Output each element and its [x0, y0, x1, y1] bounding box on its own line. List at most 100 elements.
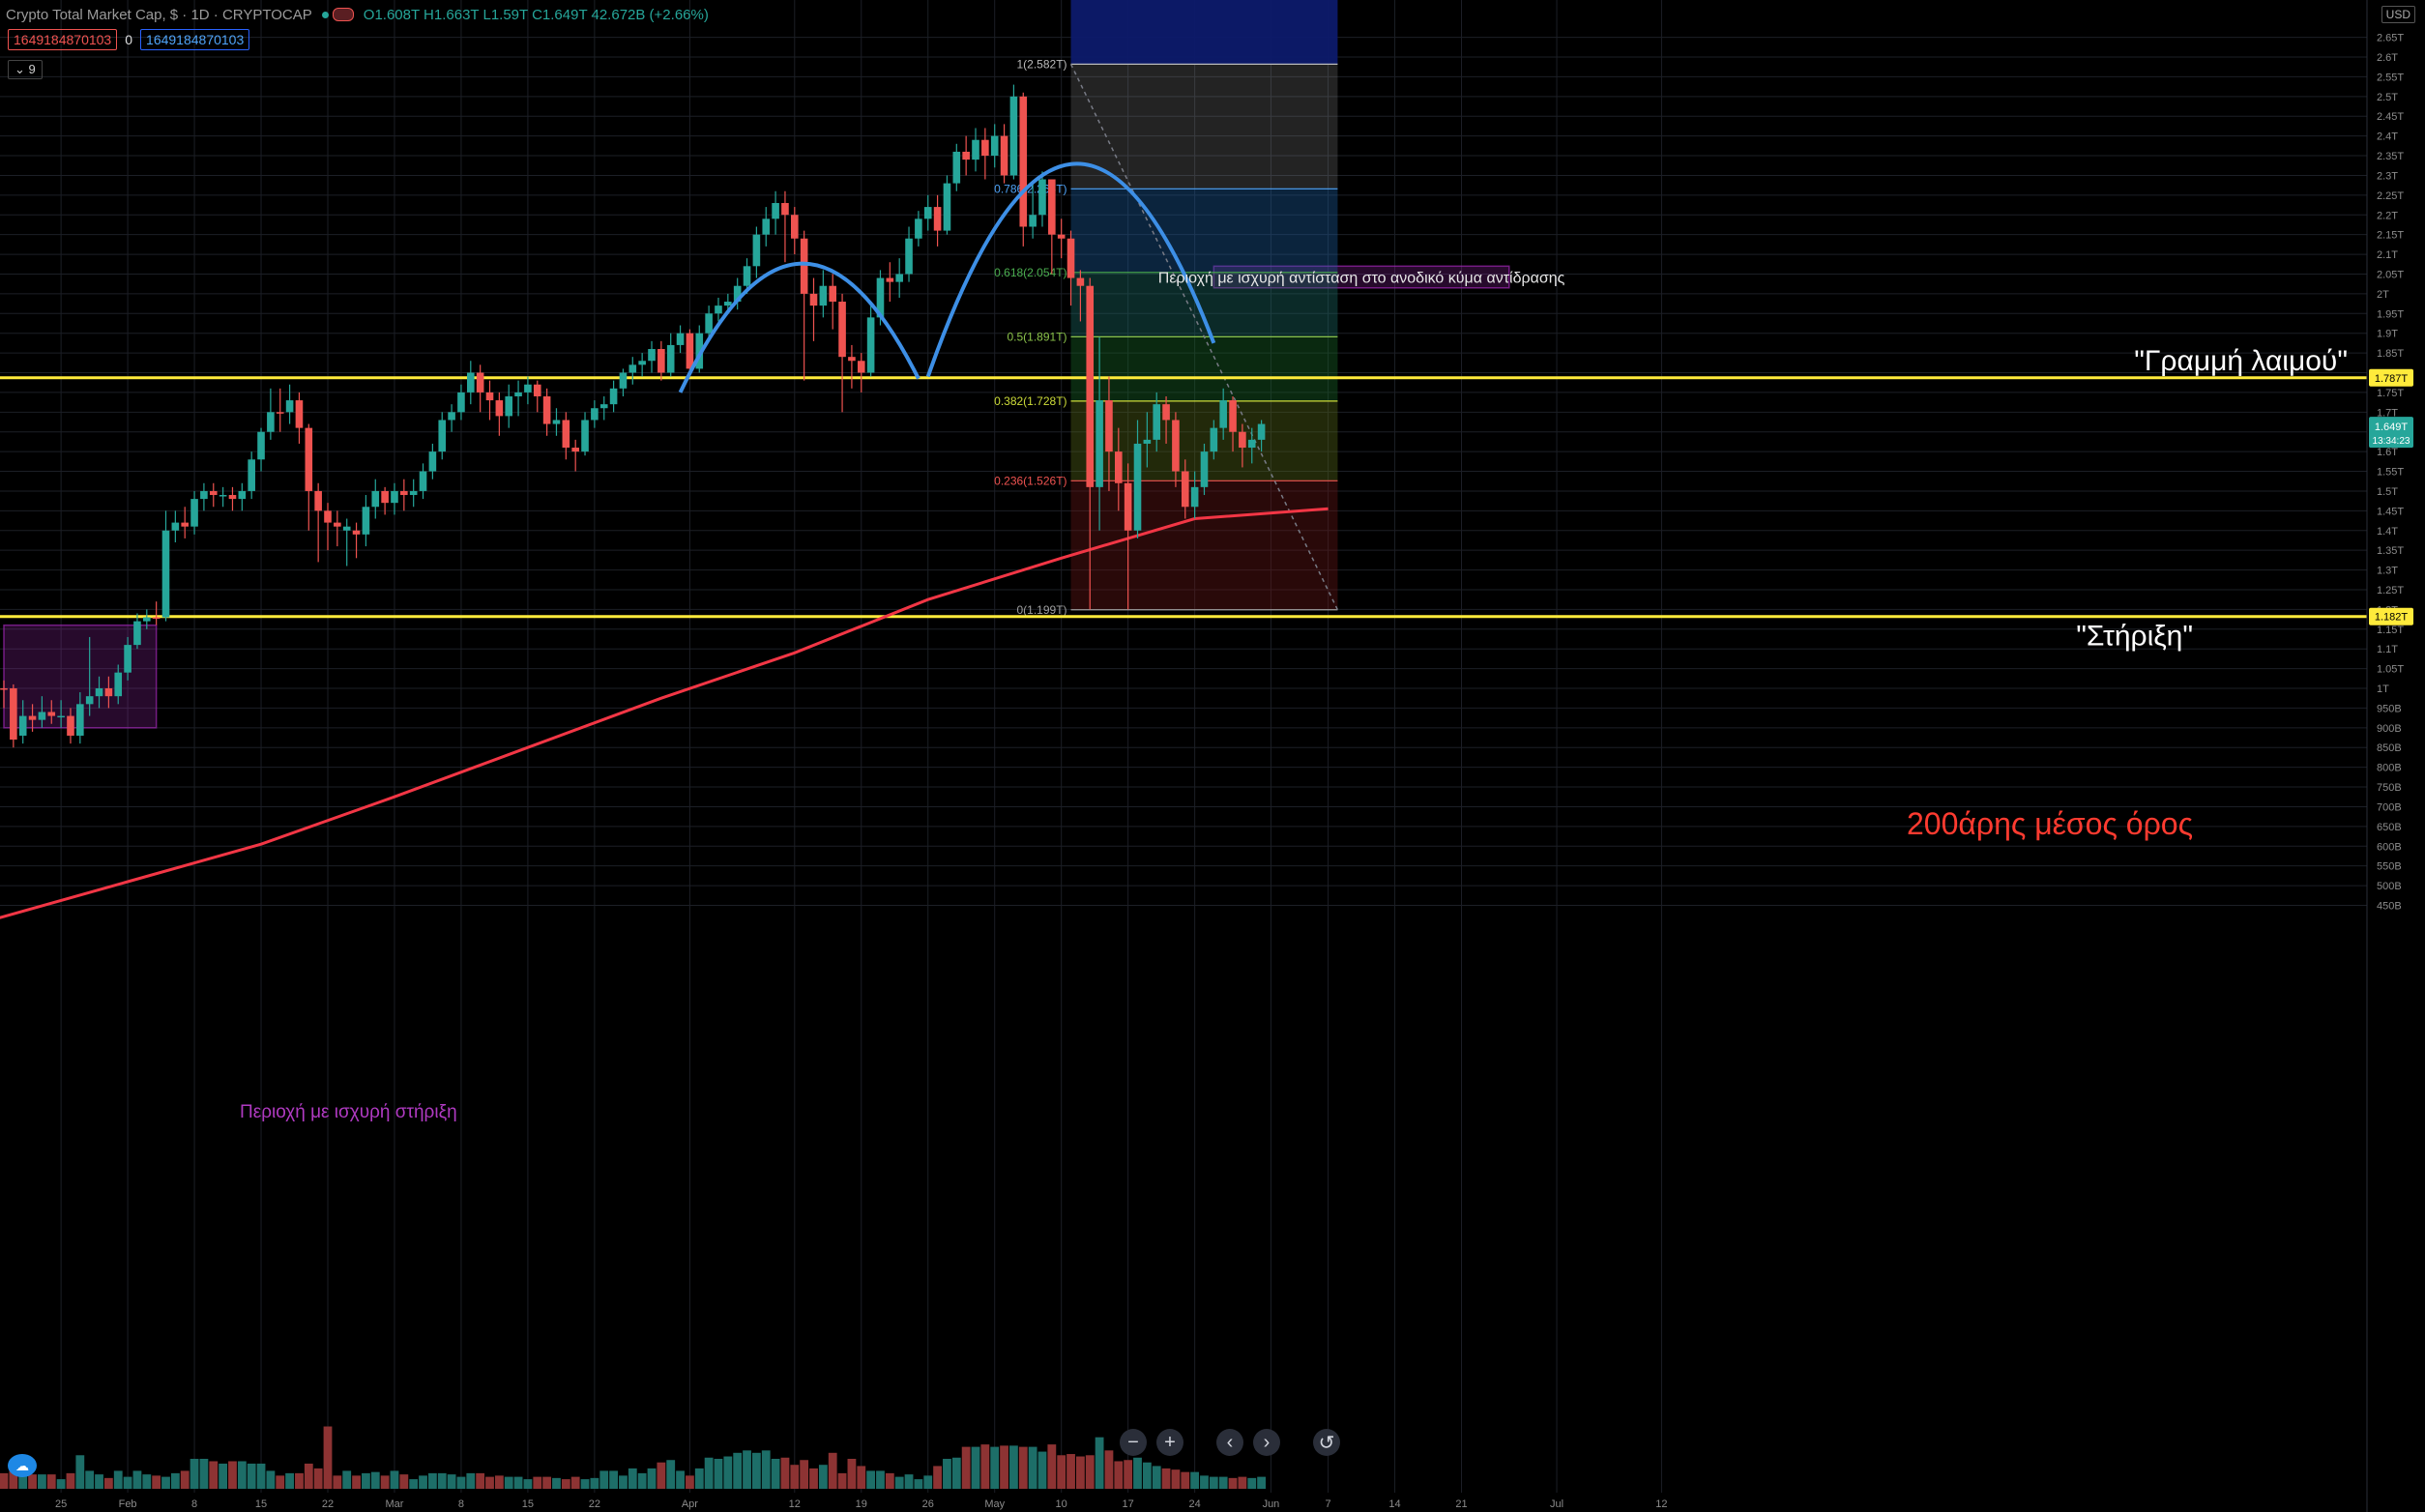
- volume-bar: [914, 1479, 923, 1489]
- candle: [1009, 84, 1018, 180]
- volume-bar: [409, 1479, 419, 1489]
- candle-body: [104, 688, 113, 697]
- fibonacci-retracement[interactable]: 1(2.582T)0.786(2.266T)0.618(2.054T)0.5(1…: [994, 0, 1339, 617]
- candle-body: [1190, 486, 1199, 508]
- candle-body: [819, 285, 828, 306]
- candle-body: [209, 490, 218, 496]
- price-tick: 1.25T: [2377, 585, 2404, 596]
- candle-body: [1239, 431, 1246, 449]
- price-tick: 950B: [2377, 703, 2402, 714]
- fib-band-top: [1070, 0, 1338, 65]
- candle-body: [724, 302, 732, 306]
- candle: [800, 230, 808, 381]
- scroll-left-icon[interactable]: ‹: [1216, 1429, 1243, 1456]
- fib-band: [1070, 64, 1338, 189]
- candle: [381, 486, 389, 515]
- candle: [295, 392, 304, 444]
- zoom-in-icon[interactable]: +: [1156, 1429, 1183, 1456]
- indicators-toggle[interactable]: ⌄ 9: [8, 60, 43, 79]
- fib-level-label: 0.382(1.728T): [994, 394, 1066, 408]
- candle: [457, 384, 465, 421]
- hline-price-text: 1.787T: [2375, 373, 2409, 385]
- volume-bar: [390, 1470, 399, 1489]
- candle: [1105, 376, 1113, 491]
- candle: [609, 380, 618, 413]
- candle: [400, 479, 408, 511]
- fib-band: [1070, 272, 1338, 337]
- currency-badge[interactable]: USD: [2381, 6, 2415, 23]
- price-tick: 2.35T: [2377, 151, 2404, 162]
- candle: [533, 380, 541, 413]
- volume-bar: [780, 1457, 790, 1489]
- candle-body: [142, 617, 151, 622]
- volume-bar: [152, 1475, 161, 1489]
- volume-bar: [561, 1479, 570, 1489]
- annotation-labels: "Γραμμή λαιμού" "Στήριξη" 200άρης μέσος όρ…: [240, 271, 2348, 1122]
- candle: [10, 683, 17, 748]
- candle-body: [923, 207, 932, 219]
- volume-bar: [313, 1468, 323, 1489]
- volume-bar: [504, 1476, 513, 1489]
- horizontal-lines[interactable]: [0, 376, 2367, 619]
- candle: [1115, 427, 1123, 511]
- volume-bar: [256, 1463, 266, 1489]
- volume-bar: [694, 1468, 704, 1489]
- candle: [857, 353, 865, 393]
- volume-bar: [1218, 1476, 1228, 1489]
- candle-body: [1124, 482, 1132, 531]
- candle-body: [38, 712, 46, 720]
- price-tick: 2.55T: [2377, 72, 2404, 83]
- candle: [342, 518, 351, 567]
- nav-spacer: [1290, 1429, 1303, 1456]
- volume-bar: [247, 1463, 256, 1489]
- volume-bar: [885, 1472, 894, 1489]
- candle: [686, 329, 694, 377]
- candle-body: [1247, 439, 1256, 449]
- candle: [1143, 412, 1152, 468]
- candle-body: [476, 372, 484, 393]
- volume-bar: [1257, 1476, 1266, 1489]
- candle: [324, 503, 332, 551]
- volume-bar: [1104, 1450, 1114, 1489]
- candle: [1229, 395, 1237, 452]
- cloud-icon[interactable]: ☁: [8, 1454, 37, 1477]
- time-tick: 25: [55, 1498, 67, 1510]
- candle: [267, 388, 275, 440]
- candle-body: [485, 392, 494, 401]
- candle: [762, 207, 771, 247]
- candle: [962, 135, 970, 176]
- candle-body: [505, 395, 513, 417]
- arc-drawings[interactable]: [678, 161, 1216, 393]
- candle-body: [1257, 423, 1266, 440]
- candle: [781, 190, 789, 263]
- candle: [838, 293, 846, 413]
- candle-body: [200, 490, 208, 500]
- scroll-right-icon[interactable]: ›: [1253, 1429, 1280, 1456]
- last-price-countdown: 13:34:23: [2373, 436, 2410, 447]
- candle: [790, 207, 799, 255]
- candle: [1153, 392, 1161, 452]
- candle-body: [790, 215, 799, 239]
- volume-bar: [723, 1456, 733, 1489]
- candle-body: [838, 302, 846, 358]
- buy-button[interactable]: 1649184870103: [140, 29, 250, 50]
- candle: [238, 482, 247, 511]
- volume-bar: [1047, 1444, 1057, 1489]
- volume-bar: [647, 1468, 657, 1489]
- reset-chart-icon[interactable]: ↺: [1313, 1429, 1340, 1456]
- sell-button[interactable]: 1649184870103: [8, 29, 118, 50]
- volume-bar: [961, 1446, 971, 1489]
- candle-body: [10, 688, 17, 741]
- price-tick: 2.2T: [2377, 210, 2398, 221]
- zoom-out-icon[interactable]: −: [1120, 1429, 1147, 1456]
- volume-bar: [132, 1470, 142, 1489]
- volume-bar: [1000, 1445, 1008, 1489]
- candle: [181, 507, 190, 538]
- candle: [1019, 92, 1028, 247]
- volume-bar: [466, 1472, 476, 1489]
- candle: [0, 680, 8, 709]
- symbol-title[interactable]: Crypto Total Market Cap, $ · 1D · CRYPTO…: [6, 6, 312, 23]
- candle: [1096, 336, 1103, 531]
- candle-body: [981, 139, 989, 157]
